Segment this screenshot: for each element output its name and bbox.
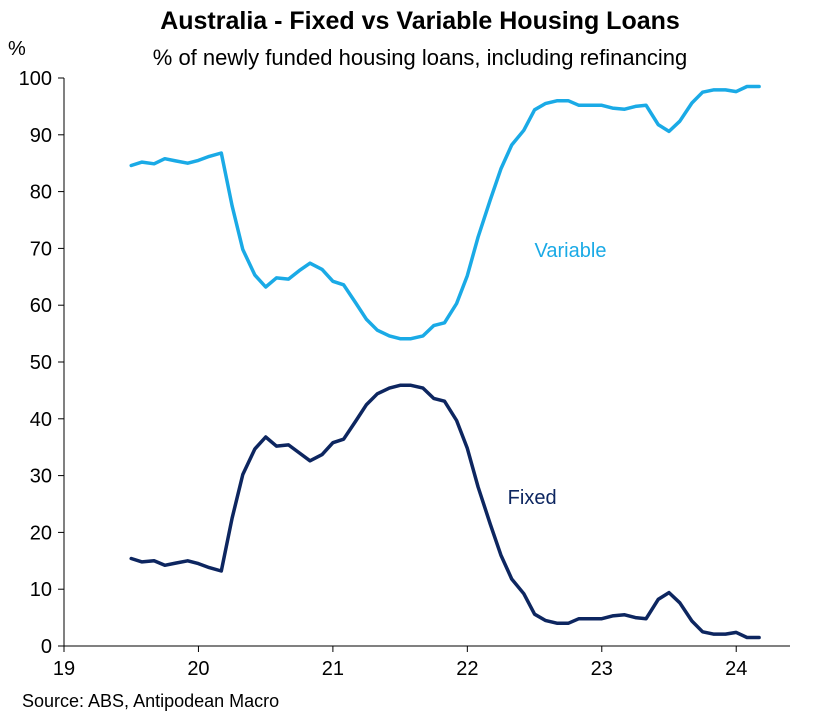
- y-tick-label: 0: [41, 636, 52, 658]
- y-tick-label: 40: [30, 409, 52, 431]
- y-tick-label: 80: [30, 182, 52, 204]
- y-tick-label: 70: [30, 238, 52, 260]
- y-tick-label: 30: [30, 466, 52, 488]
- y-axis-ticks: 0 10 20 30 40 50 60 70 80 90 100: [19, 68, 64, 658]
- source-note: Source: ABS, Antipodean Macro: [22, 691, 279, 711]
- chart-title: Australia - Fixed vs Variable Housing Lo…: [160, 7, 680, 35]
- chart-subtitle: % of newly funded housing loans, includi…: [153, 45, 687, 70]
- y-tick-label: 50: [30, 352, 52, 374]
- y-tick-label: 90: [30, 125, 52, 147]
- x-tick-label: 19: [53, 658, 75, 680]
- y-tick-label: 60: [30, 295, 52, 317]
- x-tick-label: 21: [322, 658, 344, 680]
- x-tick-label: 24: [725, 658, 747, 680]
- y-tick-label: 100: [19, 68, 52, 90]
- x-tick-label: 22: [456, 658, 478, 680]
- y-tick-label: 10: [30, 579, 52, 601]
- x-tick-label: 20: [187, 658, 209, 680]
- series-labels: Variable Fixed: [508, 240, 607, 509]
- fixed-series-label: Fixed: [508, 487, 557, 509]
- y-tick-label: 20: [30, 522, 52, 544]
- fixed-series-line: [129, 383, 761, 640]
- x-axis-ticks: 19 20 21 22 23 24: [53, 646, 747, 680]
- variable-series-line: [129, 84, 761, 341]
- y-axis-unit-label: %: [8, 38, 26, 60]
- x-tick-label: 23: [591, 658, 613, 680]
- series-lines: [129, 84, 761, 640]
- variable-series-label: Variable: [535, 240, 607, 262]
